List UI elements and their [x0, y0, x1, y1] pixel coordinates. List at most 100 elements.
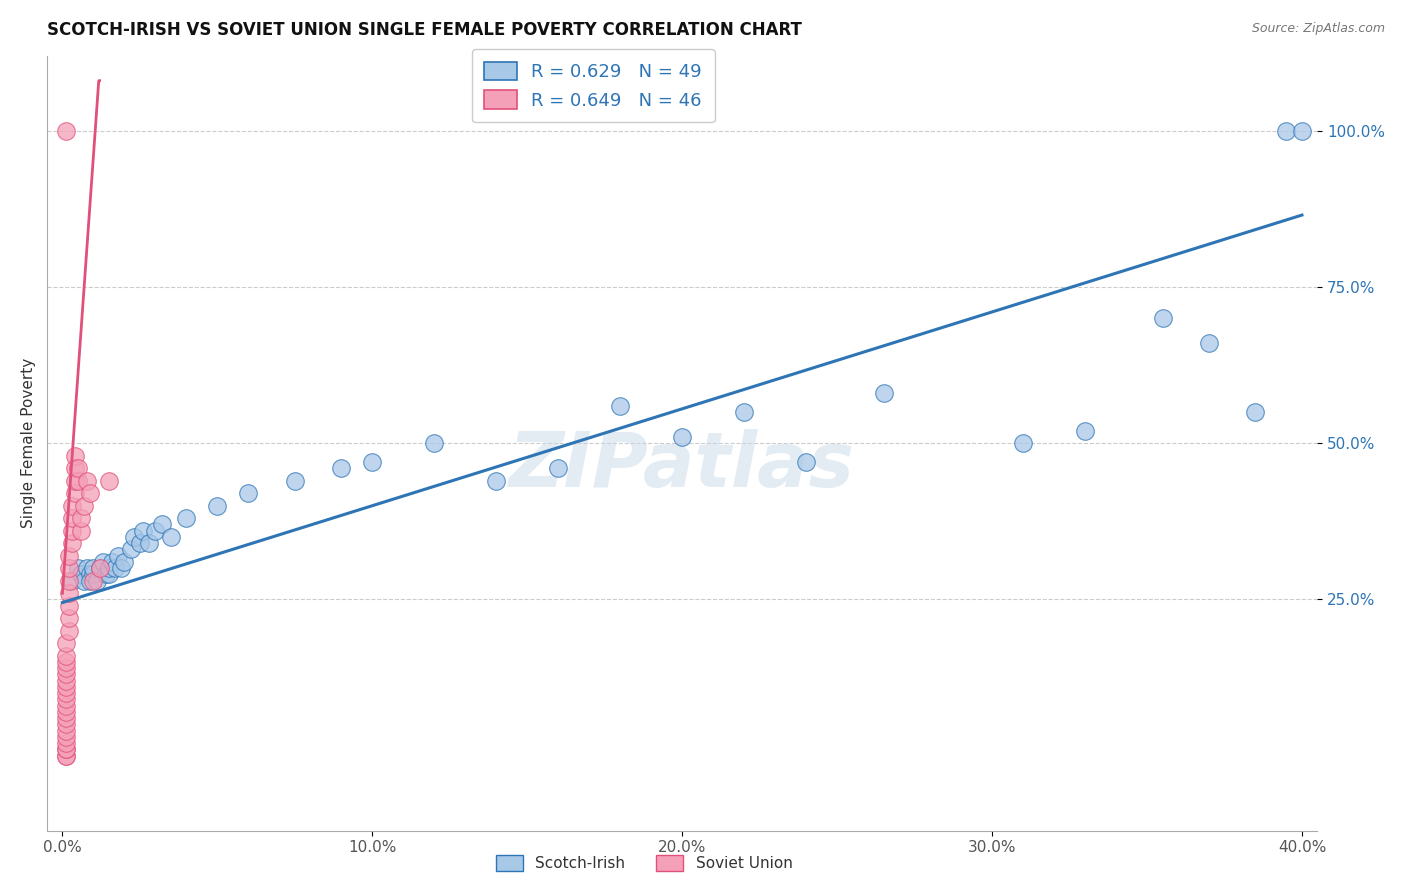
Point: [79, 486, 101, 500]
Point: [55, 680, 77, 694]
Point: [872, 386, 894, 401]
Point: [89, 561, 111, 575]
Point: [60, 524, 83, 538]
Point: [55, 648, 77, 663]
Point: [66, 461, 89, 475]
Point: [58, 586, 80, 600]
Point: [82, 574, 104, 588]
Legend: Scotch-Irish, Soviet Union: Scotch-Irish, Soviet Union: [489, 849, 799, 878]
Point: [104, 561, 127, 575]
Point: [150, 517, 173, 532]
Point: [63, 449, 86, 463]
Point: [55, 723, 77, 738]
Point: [55, 742, 77, 756]
Point: [97, 567, 120, 582]
Point: [55, 123, 77, 137]
Point: [1291, 123, 1313, 137]
Point: [97, 474, 120, 488]
Point: [55, 636, 77, 650]
Point: [76, 474, 98, 488]
Point: [671, 430, 693, 444]
Point: [485, 474, 508, 488]
Point: [58, 549, 80, 563]
Point: [112, 555, 135, 569]
Point: [55, 748, 77, 763]
Point: [86, 574, 108, 588]
Point: [55, 711, 77, 725]
Point: [1074, 424, 1097, 438]
Point: [101, 555, 124, 569]
Point: [1152, 311, 1174, 326]
Point: [58, 574, 80, 588]
Y-axis label: Single Female Poverty: Single Female Poverty: [21, 358, 35, 528]
Point: [733, 405, 755, 419]
Point: [94, 567, 117, 582]
Point: [60, 536, 83, 550]
Point: [1198, 336, 1220, 351]
Point: [1244, 405, 1267, 419]
Point: [55, 748, 77, 763]
Text: ZIPatlas: ZIPatlas: [509, 429, 855, 503]
Point: [1275, 123, 1298, 137]
Point: [70, 511, 93, 525]
Point: [70, 567, 93, 582]
Point: [79, 574, 101, 588]
Point: [60, 574, 83, 588]
Point: [361, 455, 384, 469]
Point: [238, 486, 260, 500]
Point: [55, 717, 77, 731]
Point: [82, 561, 104, 575]
Point: [55, 742, 77, 756]
Point: [55, 655, 77, 669]
Text: SCOTCH-IRISH VS SOVIET UNION SINGLE FEMALE POVERTY CORRELATION CHART: SCOTCH-IRISH VS SOVIET UNION SINGLE FEMA…: [46, 21, 801, 39]
Point: [58, 611, 80, 625]
Point: [423, 436, 446, 450]
Point: [207, 499, 229, 513]
Point: [55, 667, 77, 681]
Point: [55, 705, 77, 719]
Point: [55, 698, 77, 713]
Point: [107, 549, 129, 563]
Point: [55, 730, 77, 744]
Point: [176, 511, 198, 525]
Point: [79, 567, 101, 582]
Point: [63, 474, 86, 488]
Point: [145, 524, 167, 538]
Point: [91, 555, 114, 569]
Point: [73, 574, 96, 588]
Point: [97, 561, 120, 575]
Point: [330, 461, 353, 475]
Point: [120, 542, 142, 557]
Point: [547, 461, 569, 475]
Point: [82, 567, 104, 582]
Point: [55, 661, 77, 675]
Point: [58, 561, 80, 575]
Point: [122, 530, 145, 544]
Point: [58, 624, 80, 638]
Point: [76, 561, 98, 575]
Point: [60, 511, 83, 525]
Point: [110, 561, 132, 575]
Point: [63, 486, 86, 500]
Point: [132, 524, 155, 538]
Point: [609, 399, 631, 413]
Point: [63, 461, 86, 475]
Point: [55, 686, 77, 700]
Point: [70, 524, 93, 538]
Point: [1012, 436, 1035, 450]
Point: [138, 536, 160, 550]
Point: [55, 692, 77, 706]
Point: [55, 673, 77, 688]
Point: [60, 499, 83, 513]
Point: [58, 599, 80, 613]
Point: [66, 561, 89, 575]
Point: [66, 474, 89, 488]
Text: Source: ZipAtlas.com: Source: ZipAtlas.com: [1251, 22, 1385, 36]
Point: [160, 530, 183, 544]
Point: [794, 455, 817, 469]
Point: [89, 561, 111, 575]
Point: [55, 736, 77, 750]
Point: [129, 536, 152, 550]
Point: [73, 499, 96, 513]
Point: [284, 474, 307, 488]
